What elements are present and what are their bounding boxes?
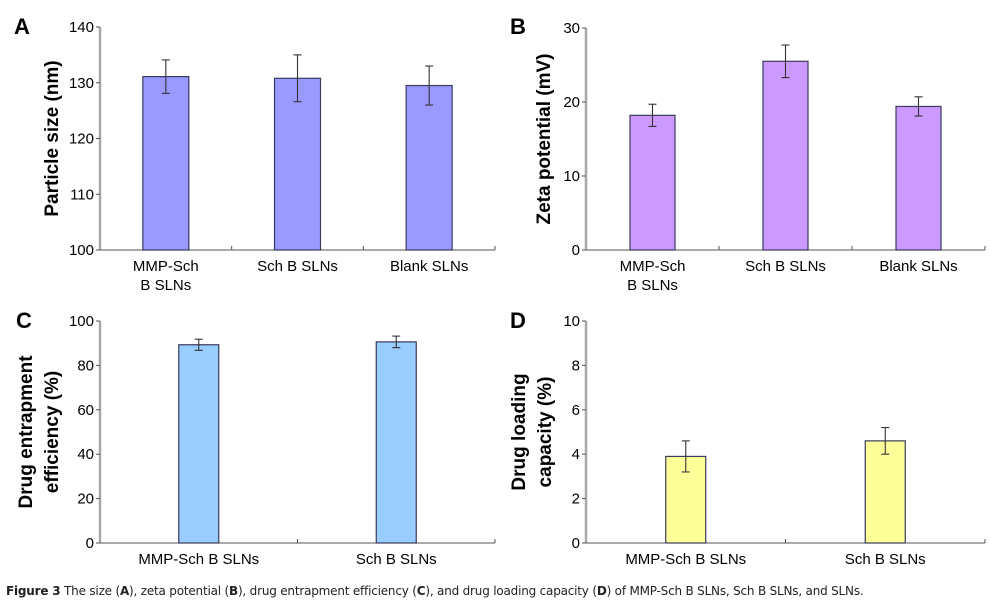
caption-fragment: ), zeta potential ( — [129, 584, 229, 598]
x-category-label: Sch B SLNs — [745, 258, 826, 275]
y-tick-label: 10 — [563, 313, 580, 330]
y-tick-label: 140 — [69, 19, 94, 36]
x-category-label-line: Sch B SLNs — [257, 258, 338, 275]
bar — [375, 341, 417, 544]
y-tick-label: 2 — [572, 491, 580, 508]
x-category-label: MMP-Sch B SLNs — [625, 551, 746, 568]
y-tick-label: 100 — [69, 313, 94, 330]
x-category-label: MMP-Sch B SLNs — [620, 258, 686, 294]
bar — [405, 84, 453, 251]
bar — [142, 76, 190, 251]
y-tick-label: 8 — [572, 357, 580, 374]
panel-a: A 100 110 120 130 140 MMP-Sch B SLNs Sch B SLNs B… — [14, 14, 496, 294]
caption-fragment: ), and drug loading capacity ( — [425, 584, 597, 598]
panel-d: D 0 2 4 6 8 10 MMP-Sch B SLNs Sch B SLNs Drug loa… — [509, 308, 986, 568]
x-category-label-line: MMP-Sch B SLNs — [625, 551, 746, 568]
y-tick-label: 100 — [69, 242, 94, 259]
caption-text: The size (A), zeta potential (B), drug e… — [60, 584, 864, 598]
bar — [895, 105, 942, 251]
y-tick-label: 120 — [69, 131, 94, 148]
y-tick-label: 80 — [77, 357, 94, 374]
y-tick-label: 0 — [572, 535, 580, 552]
x-category-label-line: Blank SLNs — [879, 258, 957, 275]
y-tick-label: 20 — [77, 491, 94, 508]
panel-letter: D — [510, 308, 526, 333]
bar — [762, 60, 809, 251]
x-category-label-line: Blank SLNs — [390, 258, 468, 275]
x-category-label: Blank SLNs — [390, 258, 468, 275]
x-category-label-line: B SLNs — [140, 277, 191, 294]
y-tick-label: 6 — [572, 402, 580, 419]
x-category-label: Blank SLNs — [879, 258, 957, 275]
panel-letter: C — [16, 308, 32, 333]
y-axis-title: Zeta potential (mV) — [534, 53, 555, 224]
y-axis-title: Drug loading — [509, 373, 530, 490]
y-tick-label: 60 — [77, 402, 94, 419]
y-tick-label: 4 — [572, 446, 580, 463]
x-category-label-line: B SLNs — [627, 277, 678, 294]
bar — [178, 344, 220, 544]
caption-panel-ref: C — [416, 584, 426, 598]
caption-fragment: ) of MMP-Sch B SLNs, Sch B SLNs, and SLN… — [606, 584, 864, 598]
x-category-label-line: MMP-Sch B SLNs — [138, 551, 259, 568]
panel-b: B 0 10 20 30 MMP-Sch B SLNs Sch B SLNs Blank SLN… — [510, 14, 986, 294]
x-category-label-line: Sch B SLNs — [745, 258, 826, 275]
y-axis-title: capacity (%) — [535, 377, 556, 488]
x-category-label: Sch B SLNs — [845, 551, 926, 568]
panel-c: C 0 20 40 60 80 100 MMP-Sch B SLNs Sch B SLNs Dru… — [16, 308, 496, 568]
x-category-label-line: MMP-Sch — [133, 258, 199, 275]
y-tick-label: 0 — [572, 242, 580, 259]
caption-panel-ref: D — [596, 584, 607, 598]
caption-panel-ref: B — [229, 584, 238, 598]
x-category-label-line: Sch B SLNs — [356, 551, 437, 568]
caption-label: Figure 3 — [6, 584, 61, 598]
panel-letter: A — [14, 14, 30, 39]
caption-fragment: ), drug entrapment efficiency ( — [237, 584, 417, 598]
bar — [629, 114, 676, 251]
y-tick-label: 130 — [69, 75, 94, 92]
y-axis-title: Particle size (nm) — [42, 60, 63, 216]
caption-fragment: The size ( — [60, 584, 120, 598]
x-category-label: Sch B SLNs — [257, 258, 338, 275]
y-tick-label: 0 — [86, 535, 94, 552]
y-tick-label: 40 — [77, 446, 94, 463]
caption-panel-ref: A — [119, 584, 130, 598]
y-tick-label: 110 — [70, 186, 94, 203]
figure-caption: Figure 3 The size (A), zeta potential (B… — [6, 584, 864, 598]
panel-letter: B — [510, 14, 526, 39]
y-tick-label: 10 — [563, 168, 580, 185]
bar — [273, 77, 322, 251]
y-tick-label: 30 — [563, 20, 580, 37]
bar — [864, 440, 906, 544]
y-axis-title: efficiency (%) — [42, 371, 63, 493]
x-category-label: Sch B SLNs — [356, 551, 437, 568]
x-category-label-line: Sch B SLNs — [845, 551, 926, 568]
x-category-label: MMP-Sch B SLNs — [138, 551, 259, 568]
y-axis-title: Drug entrapment — [16, 355, 37, 509]
x-category-label: MMP-Sch B SLNs — [133, 258, 199, 294]
x-category-label-line: MMP-Sch — [620, 258, 686, 275]
y-tick-label: 20 — [563, 94, 580, 111]
